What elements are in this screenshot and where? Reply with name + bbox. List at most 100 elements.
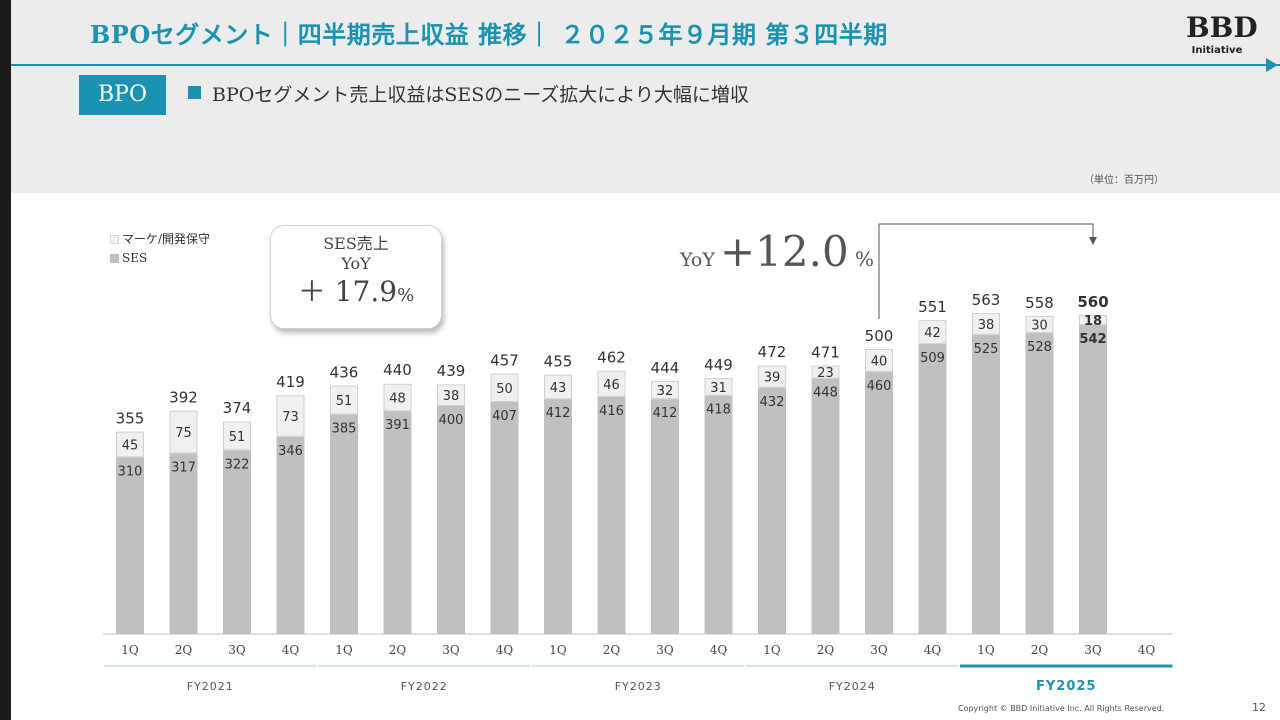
x-tick-label: 3Q xyxy=(228,643,246,657)
ses-value-label: 385 xyxy=(332,422,357,437)
bar-marketing xyxy=(1079,314,1107,326)
marketing-value-label: 40 xyxy=(871,354,888,369)
bar-ses xyxy=(758,387,786,634)
title-arrow-icon xyxy=(1266,58,1278,72)
bar-marketing xyxy=(223,421,251,451)
marketing-value-label: 39 xyxy=(764,371,781,386)
total-yoy-label: YoY +12.0 % xyxy=(680,227,874,276)
total-value-label: 551 xyxy=(918,298,947,316)
fiscal-year-label: FY2023 xyxy=(615,680,662,693)
marketing-value-label: 18 xyxy=(1084,314,1102,329)
left-accent-bar xyxy=(0,0,11,720)
bar-ses xyxy=(383,411,412,634)
x-tick-label: 4Q xyxy=(1138,643,1156,657)
headline: BPOセグメント売上収益はSESのニーズ拡大により大幅に増収 xyxy=(212,84,749,106)
ses-value-label: 460 xyxy=(867,379,892,394)
segment-badge: BPO xyxy=(79,75,166,115)
yoy-value: +12.0 xyxy=(719,227,849,276)
legend-item-ses: SES xyxy=(110,249,210,268)
ses-value-label: 400 xyxy=(439,413,464,428)
total-value-label: 560 xyxy=(1077,293,1108,311)
marketing-value-label: 42 xyxy=(924,326,941,341)
x-tick-label: 1Q xyxy=(335,643,353,657)
bar-marketing xyxy=(758,365,786,388)
legend-label-marketing: マーケ/開発保守 xyxy=(122,232,211,246)
title-underline xyxy=(11,64,1280,66)
company-logo: BBD Initiative xyxy=(1186,11,1258,60)
copyright: Copyright © BBD Initiative Inc. All Righ… xyxy=(958,704,1165,713)
callout-value-wrap: ＋ 17.9% xyxy=(271,274,441,314)
callout-line1: SES売上 xyxy=(323,234,389,253)
yoy-prefix: YoY xyxy=(680,249,715,271)
total-value-label: 419 xyxy=(276,373,305,391)
callout-value: ＋ 17.9 xyxy=(297,275,398,308)
ses-value-label: 509 xyxy=(920,351,945,366)
bar-ses xyxy=(544,399,572,634)
ses-value-label: 432 xyxy=(760,395,785,410)
total-value-label: 449 xyxy=(704,356,733,374)
legend-label-ses: SES xyxy=(122,251,148,265)
yoy-arrow-icon xyxy=(1089,237,1097,245)
bar-ses xyxy=(918,343,947,634)
x-tick-label: 3Q xyxy=(870,643,888,657)
header-band xyxy=(11,0,1280,193)
x-tick-label: 2Q xyxy=(603,643,621,657)
total-value-label: 455 xyxy=(544,353,573,371)
bar-marketing xyxy=(597,370,626,397)
total-value-label: 444 xyxy=(651,359,680,377)
legend-swatch-marketing xyxy=(110,235,119,244)
bar-ses xyxy=(276,436,305,634)
ses-yoy-callout: SES売上 YoY ＋ 17.9% xyxy=(270,225,442,329)
legend-item-marketing: マーケ/開発保守 xyxy=(110,230,210,249)
total-value-label: 440 xyxy=(383,361,412,379)
bar-ses xyxy=(597,396,626,634)
bar-ses xyxy=(169,453,198,634)
x-tick-label: 4Q xyxy=(710,643,728,657)
bar-marketing xyxy=(383,383,412,412)
marketing-value-label: 23 xyxy=(817,366,834,381)
ses-value-label: 448 xyxy=(813,386,838,401)
ses-value-label: 416 xyxy=(599,404,624,419)
yoy-pct: % xyxy=(848,247,875,271)
x-tick-label: 1Q xyxy=(977,643,995,657)
total-value-label: 462 xyxy=(597,349,626,367)
callout-pct: % xyxy=(397,285,415,306)
x-tick-label: 2Q xyxy=(175,643,193,657)
bar-marketing xyxy=(169,410,198,454)
bar-marketing xyxy=(1025,315,1054,334)
total-value-label: 472 xyxy=(758,343,787,361)
legend-swatch-ses xyxy=(110,254,119,263)
marketing-value-label: 38 xyxy=(978,318,995,333)
callout-line2: YoY xyxy=(341,254,371,273)
bar-marketing xyxy=(651,380,679,400)
marketing-value-label: 38 xyxy=(443,389,460,404)
x-tick-label: 2Q xyxy=(389,643,407,657)
bar-marketing xyxy=(437,384,465,406)
bar-marketing xyxy=(276,395,305,437)
bullet-square-icon xyxy=(188,86,201,99)
marketing-value-label: 75 xyxy=(175,426,192,441)
ses-value-label: 412 xyxy=(546,406,571,421)
total-value-label: 355 xyxy=(116,410,145,428)
total-value-label: 392 xyxy=(169,389,198,407)
marketing-value-label: 43 xyxy=(550,381,567,396)
fiscal-year-label: FY2022 xyxy=(401,680,448,693)
ses-value-label: 418 xyxy=(706,403,731,418)
bar-ses xyxy=(116,457,144,634)
bar-ses xyxy=(811,378,840,634)
bar-ses xyxy=(704,395,733,634)
bar-marketing xyxy=(490,373,519,403)
x-tick-label: 3Q xyxy=(656,643,674,657)
x-tick-label: 2Q xyxy=(817,643,835,657)
page-number: 12 xyxy=(1252,701,1266,714)
fiscal-year-label: FY2024 xyxy=(829,680,876,693)
ses-value-label: 407 xyxy=(492,409,517,424)
ses-value-label: 346 xyxy=(278,444,303,459)
marketing-value-label: 51 xyxy=(336,394,353,409)
total-value-label: 439 xyxy=(437,362,466,380)
x-tick-label: 1Q xyxy=(121,643,139,657)
logo-mark: BBD xyxy=(1186,11,1258,44)
bar-marketing xyxy=(918,319,947,344)
bar-marketing xyxy=(544,374,572,400)
